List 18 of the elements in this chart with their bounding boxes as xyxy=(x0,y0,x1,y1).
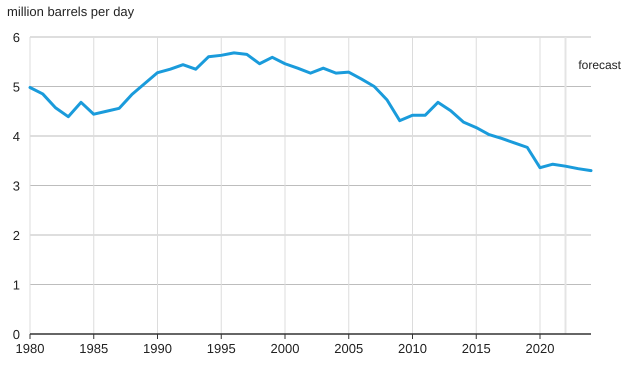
x-tick-label: 1980 xyxy=(16,341,44,356)
x-tick-label: 2005 xyxy=(334,341,364,356)
x-tick-label: 1990 xyxy=(143,341,172,356)
x-tick-label: 2020 xyxy=(526,341,554,356)
y-axis-title: million barrels per day xyxy=(7,4,135,19)
x-tick-label: 1995 xyxy=(206,341,236,356)
ref-line-label: forecast xyxy=(578,58,622,72)
y-tick-label: 0 xyxy=(12,327,20,342)
y-tick-label: 6 xyxy=(12,30,20,45)
x-tick-label: 2010 xyxy=(398,341,427,356)
x-tick-label: 1985 xyxy=(79,341,108,356)
y-tick-label: 2 xyxy=(12,228,20,243)
y-tick-label: 4 xyxy=(12,129,20,144)
y-tick-label: 1 xyxy=(12,278,20,292)
x-tick-label: 2000 xyxy=(270,341,300,356)
y-tick-label: 5 xyxy=(12,80,20,94)
y-tick-label: 3 xyxy=(12,178,20,194)
x-tick-label: 2015 xyxy=(462,341,491,356)
